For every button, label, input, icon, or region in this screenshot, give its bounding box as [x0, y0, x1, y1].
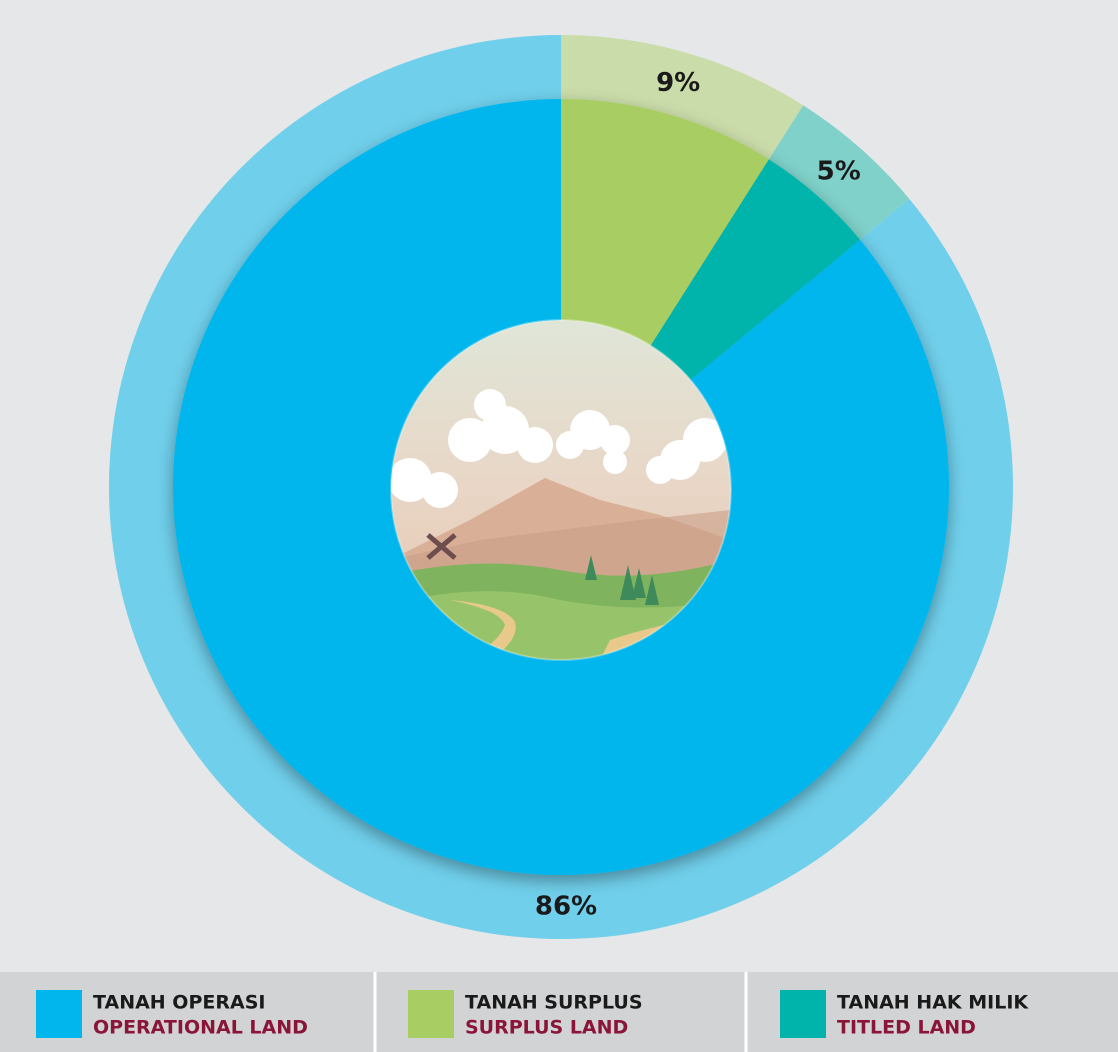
legend-swatch [780, 990, 826, 1038]
legend-label: TANAH HAK MILIK [837, 992, 1029, 1014]
chart: 86% 9% 5% TANAH OPERASI OPERATIONAL LAND TAN… [0, 0, 1118, 1052]
legend-label-en: TITLED LAND [837, 1017, 976, 1039]
legend-swatch [36, 990, 82, 1038]
data-label: 5% [817, 156, 861, 186]
legend-label-en: OPERATIONAL LAND [93, 1017, 308, 1039]
legend-label-en: SURPLUS LAND [465, 1017, 628, 1039]
data-label: 9% [656, 68, 700, 98]
data-label: 86% [535, 892, 597, 922]
legend-label: TANAH OPERASI [93, 992, 265, 1014]
legend-label: TANAH SURPLUS [465, 992, 643, 1014]
legend-swatch [408, 990, 454, 1038]
